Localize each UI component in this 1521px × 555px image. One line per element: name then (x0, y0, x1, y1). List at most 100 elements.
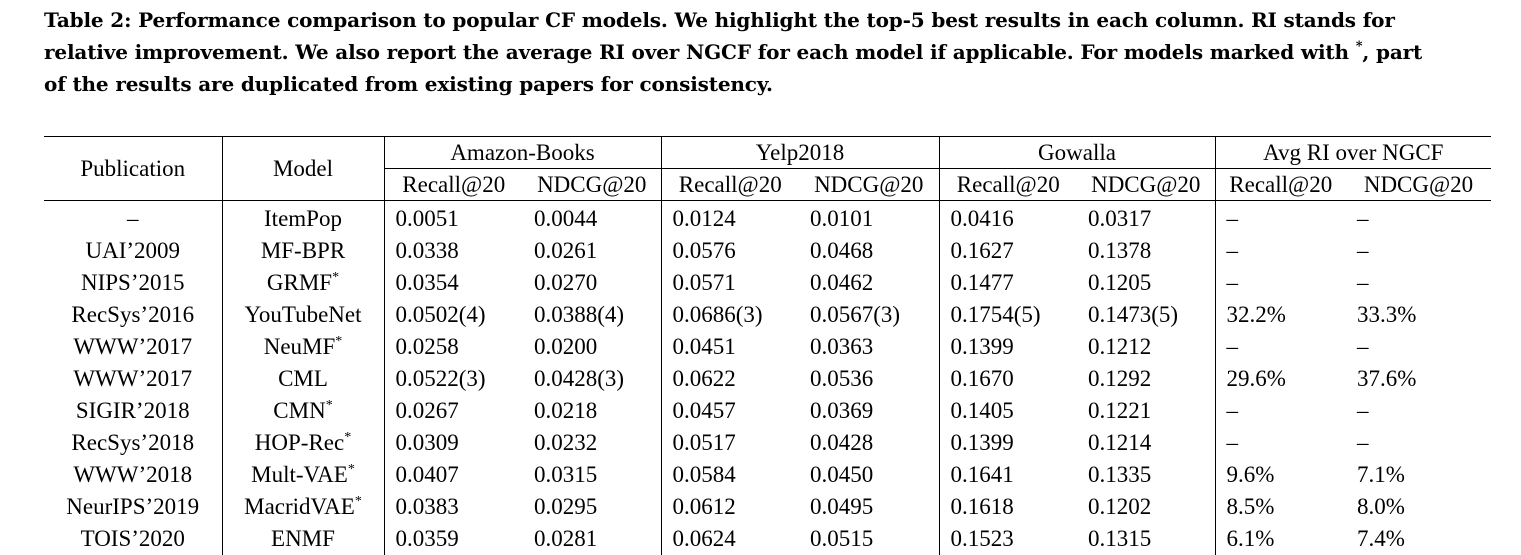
cell-amazon-ndcg: 0.0218 (523, 395, 661, 427)
cell-model: ItemPop (222, 201, 384, 236)
header-metric-recall: Recall@20 (661, 169, 799, 201)
cell-amazon-recall: 0.0258 (384, 331, 523, 363)
cell-gowalla-ndcg: 0.1214 (1077, 427, 1215, 459)
cell-yelp-ndcg: 0.0462 (799, 267, 939, 299)
cell-gowalla-recall: 0.1399 (939, 331, 1077, 363)
cell-publication: NeurIPS’2019 (44, 491, 222, 523)
cell-gowalla-ndcg: 0.1221 (1077, 395, 1215, 427)
cell-amazon-recall: 0.0407 (384, 459, 523, 491)
cell-amazon-recall: 0.0354 (384, 267, 523, 299)
header-metric-recall: Recall@20 (1215, 169, 1346, 201)
header-metric-recall: Recall@20 (939, 169, 1077, 201)
cell-gowalla-ndcg: 0.1205 (1077, 267, 1215, 299)
cell-yelp-recall: 0.0576 (661, 235, 799, 267)
header-metric-recall: Recall@20 (384, 169, 523, 201)
cell-model: Mult-VAE* (222, 459, 384, 491)
header-group-yelp2018: Yelp2018 (661, 137, 939, 169)
caption-line-2-end: , part (1362, 40, 1422, 64)
model-name: Mult-VAE (251, 462, 348, 487)
cell-yelp-recall: 0.0624 (661, 523, 799, 555)
cell-publication: – (44, 201, 222, 236)
cell-yelp-ndcg: 0.0468 (799, 235, 939, 267)
cell-yelp-recall: 0.0517 (661, 427, 799, 459)
cell-gowalla-ndcg: 0.1335 (1077, 459, 1215, 491)
cell-amazon-ndcg: 0.0261 (523, 235, 661, 267)
cell-model: MacridVAE* (222, 491, 384, 523)
cell-avg-ri-ndcg: – (1346, 201, 1491, 236)
cell-avg-ri-recall: 9.6% (1215, 459, 1346, 491)
cell-publication: NIPS’2015 (44, 267, 222, 299)
model-name: NeuMF (264, 334, 336, 359)
cell-avg-ri-recall: – (1215, 427, 1346, 459)
model-name: MacridVAE (244, 494, 355, 519)
cell-avg-ri-ndcg: 8.0% (1346, 491, 1491, 523)
cell-amazon-ndcg: 0.0315 (523, 459, 661, 491)
cell-model: HOP-Rec* (222, 427, 384, 459)
cell-yelp-ndcg: 0.0495 (799, 491, 939, 523)
cell-gowalla-ndcg: 0.1473(5) (1077, 299, 1215, 331)
cell-avg-ri-recall: 8.5% (1215, 491, 1346, 523)
cell-gowalla-recall: 0.1670 (939, 363, 1077, 395)
model-name: ItemPop (264, 206, 342, 231)
cell-yelp-recall: 0.0124 (661, 201, 799, 236)
cell-amazon-recall: 0.0309 (384, 427, 523, 459)
cell-gowalla-recall: 0.0416 (939, 201, 1077, 236)
model-duplicated-marker: * (335, 334, 342, 349)
cell-amazon-ndcg: 0.0388(4) (523, 299, 661, 331)
cell-yelp-ndcg: 0.0567(3) (799, 299, 939, 331)
table-caption: Table 2: Performance comparison to popul… (44, 4, 1506, 100)
caption-line-2-text: relative improvement. We also report the… (44, 40, 1356, 64)
caption-line-2: relative improvement. We also report the… (44, 36, 1506, 68)
header-model: Model (222, 137, 384, 201)
header-metric-ndcg: NDCG@20 (799, 169, 939, 201)
cell-publication: UAI’2009 (44, 235, 222, 267)
cell-avg-ri-ndcg: 37.6% (1346, 363, 1491, 395)
cell-yelp-recall: 0.0451 (661, 331, 799, 363)
model-name: GRMF (267, 270, 332, 295)
cell-amazon-recall: 0.0267 (384, 395, 523, 427)
cell-avg-ri-ndcg: 7.4% (1346, 523, 1491, 555)
header-group-amazon-books: Amazon-Books (384, 137, 661, 169)
cell-yelp-ndcg: 0.0363 (799, 331, 939, 363)
header-metric-ndcg: NDCG@20 (523, 169, 661, 201)
cell-avg-ri-ndcg: 33.3% (1346, 299, 1491, 331)
model-name: ENMF (271, 526, 335, 551)
model-name: CML (278, 366, 328, 391)
model-name: HOP-Rec (255, 430, 344, 455)
cell-yelp-recall: 0.0584 (661, 459, 799, 491)
model-duplicated-marker: * (344, 430, 351, 445)
cell-yelp-recall: 0.0571 (661, 267, 799, 299)
header-row-groups: Publication Model Amazon-Books Yelp2018 … (44, 137, 1491, 169)
cell-publication: RecSys’2018 (44, 427, 222, 459)
cell-publication: TOIS’2020 (44, 523, 222, 555)
cell-avg-ri-ndcg: – (1346, 235, 1491, 267)
results-table: Publication Model Amazon-Books Yelp2018 … (44, 136, 1491, 555)
model-name: YouTubeNet (245, 302, 362, 327)
header-metric-ndcg: NDCG@20 (1077, 169, 1215, 201)
cell-avg-ri-ndcg: – (1346, 427, 1491, 459)
header-metric-ndcg: NDCG@20 (1346, 169, 1491, 201)
cell-avg-ri-recall: – (1215, 267, 1346, 299)
cell-amazon-recall: 0.0051 (384, 201, 523, 236)
caption-line-1: Table 2: Performance comparison to popul… (44, 4, 1506, 36)
cell-gowalla-ndcg: 0.1202 (1077, 491, 1215, 523)
cell-publication: RecSys’2016 (44, 299, 222, 331)
cell-yelp-ndcg: 0.0101 (799, 201, 939, 236)
cell-yelp-recall: 0.0622 (661, 363, 799, 395)
cell-model: YouTubeNet (222, 299, 384, 331)
cell-amazon-ndcg: 0.0428(3) (523, 363, 661, 395)
cell-yelp-recall: 0.0686(3) (661, 299, 799, 331)
cell-model: ENMF (222, 523, 384, 555)
cell-amazon-ndcg: 0.0295 (523, 491, 661, 523)
cell-avg-ri-ndcg: – (1346, 331, 1491, 363)
cell-publication: WWW’2017 (44, 363, 222, 395)
cell-yelp-ndcg: 0.0515 (799, 523, 939, 555)
cell-model: CMN* (222, 395, 384, 427)
cell-avg-ri-recall: – (1215, 395, 1346, 427)
